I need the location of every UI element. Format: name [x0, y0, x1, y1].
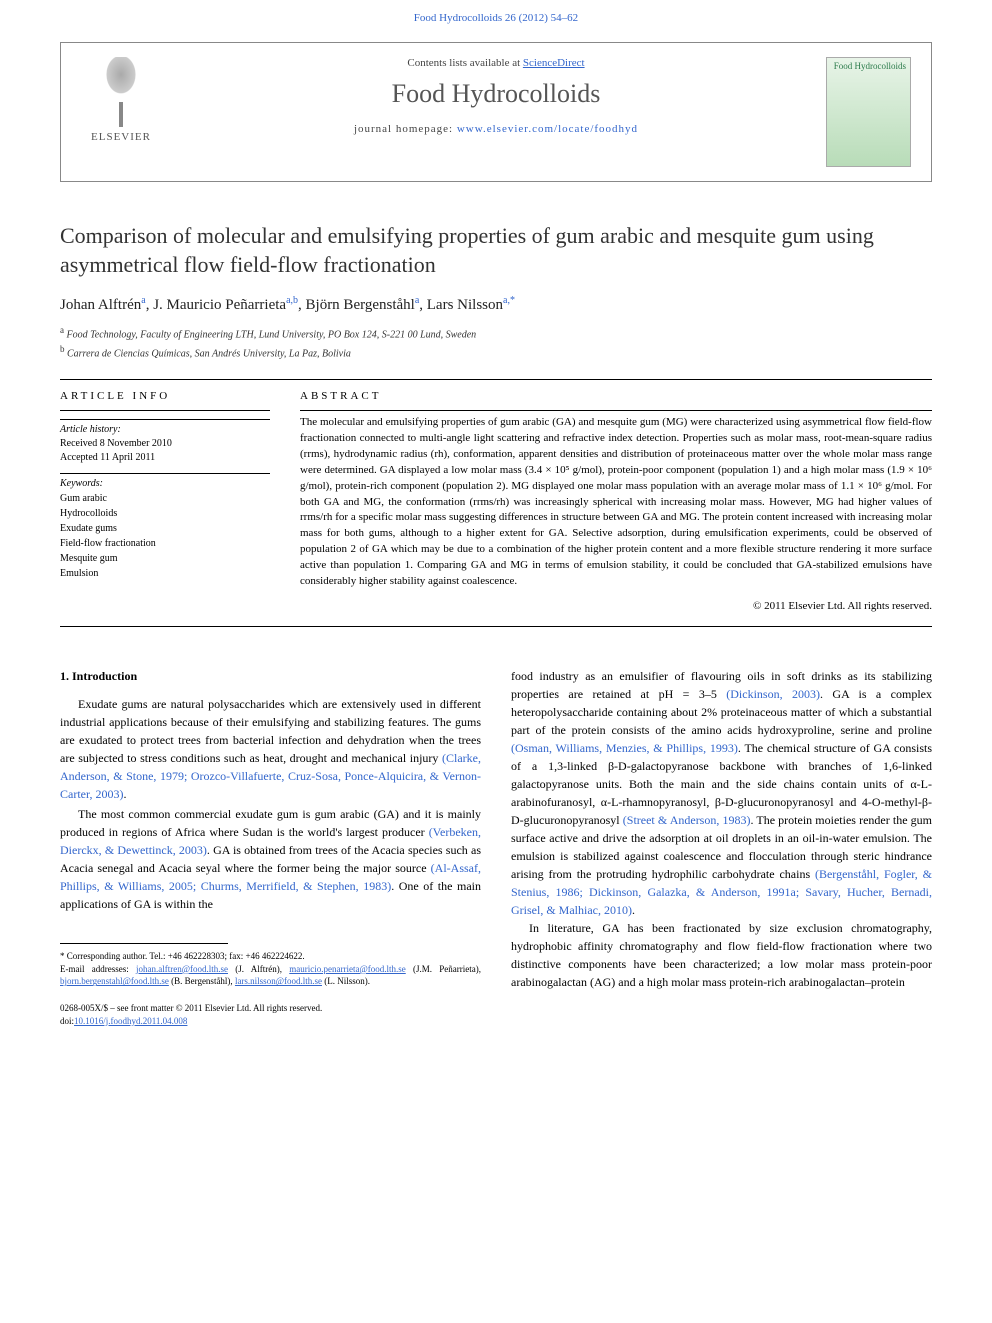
- body-column-right: food industry as an emulsifier of flavou…: [511, 667, 932, 1027]
- article-info-column: ARTICLE INFO Article history: Received 8…: [60, 390, 270, 612]
- footnote-separator: [60, 943, 228, 944]
- keywords-list: Gum arabicHydrocolloidsExudate gumsField…: [60, 491, 270, 581]
- citation-link[interactable]: (Dickinson, 2003): [726, 687, 820, 701]
- contents-lists-line: Contents lists available at ScienceDirec…: [181, 57, 811, 69]
- body-columns: 1. Introduction Exudate gums are natural…: [60, 667, 932, 1027]
- intro-para-3: In literature, GA has been fractionated …: [511, 919, 932, 991]
- abstract-copyright: © 2011 Elsevier Ltd. All rights reserved…: [300, 600, 932, 612]
- article-title: Comparison of molecular and emulsifying …: [60, 222, 932, 279]
- history-accepted: Accepted 11 April 2011: [60, 451, 270, 465]
- intro-para-2-continued: food industry as an emulsifier of flavou…: [511, 667, 932, 919]
- publisher-logo: ELSEVIER: [81, 57, 161, 143]
- history-received: Received 8 November 2010: [60, 437, 270, 451]
- keyword-item: Emulsion: [60, 566, 270, 581]
- journal-name: Food Hydrocolloids: [181, 79, 811, 109]
- divider-top: [60, 379, 932, 380]
- journal-cover-title: Food Hydrocolloids: [831, 62, 906, 72]
- journal-header-box: ELSEVIER Food Hydrocolloids Contents lis…: [60, 42, 932, 182]
- doi-block: 0268-005X/$ – see front matter © 2011 El…: [60, 1002, 481, 1027]
- authors-line: Johan Alftréna, J. Mauricio Peñarrietaa,…: [60, 295, 932, 314]
- keyword-item: Exudate gums: [60, 521, 270, 536]
- keyword-item: Mesquite gum: [60, 551, 270, 566]
- email-link[interactable]: mauricio.penarrieta@food.lth.se: [289, 964, 406, 974]
- section-heading-intro: 1. Introduction: [60, 667, 481, 685]
- journal-cover-thumbnail: Food Hydrocolloids: [826, 57, 911, 167]
- front-matter-line: 0268-005X/$ – see front matter © 2011 El…: [60, 1002, 481, 1015]
- history-label: Article history:: [60, 419, 270, 435]
- corresponding-author-footnote: * Corresponding author. Tel.: +46 462228…: [60, 950, 481, 988]
- journal-homepage-link[interactable]: www.elsevier.com/locate/foodhyd: [457, 123, 638, 135]
- publisher-name: ELSEVIER: [81, 131, 161, 143]
- abstract-heading: ABSTRACT: [300, 390, 932, 402]
- sciencedirect-link[interactable]: ScienceDirect: [523, 57, 585, 69]
- intro-para-1: Exudate gums are natural polysaccharides…: [60, 695, 481, 803]
- elsevier-tree-icon: [91, 57, 151, 127]
- affiliation-line: b Carrera de Ciencias Químicas, San Andr…: [60, 343, 932, 361]
- abstract-column: ABSTRACT The molecular and emulsifying p…: [300, 390, 932, 612]
- citation-link[interactable]: (Street & Anderson, 1983): [623, 813, 751, 827]
- doi-link[interactable]: 10.1016/j.foodhyd.2011.04.008: [74, 1016, 187, 1026]
- email-link[interactable]: lars.nilsson@food.lth.se: [235, 976, 322, 986]
- keyword-item: Hydrocolloids: [60, 506, 270, 521]
- keyword-item: Gum arabic: [60, 491, 270, 506]
- divider-bottom: [60, 626, 932, 627]
- keyword-item: Field-flow fractionation: [60, 536, 270, 551]
- citation-link[interactable]: (Osman, Williams, Menzies, & Phillips, 1…: [511, 741, 738, 755]
- journal-homepage-line: journal homepage: www.elsevier.com/locat…: [181, 123, 811, 135]
- affiliation-line: a Food Technology, Faculty of Engineerin…: [60, 324, 932, 342]
- intro-para-2: The most common commercial exudate gum i…: [60, 805, 481, 913]
- email-link[interactable]: johan.alftren@food.lth.se: [136, 964, 228, 974]
- page-citation: Food Hydrocolloids 26 (2012) 54–62: [0, 0, 992, 32]
- body-column-left: 1. Introduction Exudate gums are natural…: [60, 667, 481, 1027]
- email-link[interactable]: bjorn.bergenstahl@food.lth.se: [60, 976, 169, 986]
- keywords-label: Keywords:: [60, 473, 270, 489]
- abstract-text: The molecular and emulsifying properties…: [300, 415, 932, 590]
- article-info-heading: ARTICLE INFO: [60, 390, 270, 402]
- affiliations: a Food Technology, Faculty of Engineerin…: [60, 324, 932, 361]
